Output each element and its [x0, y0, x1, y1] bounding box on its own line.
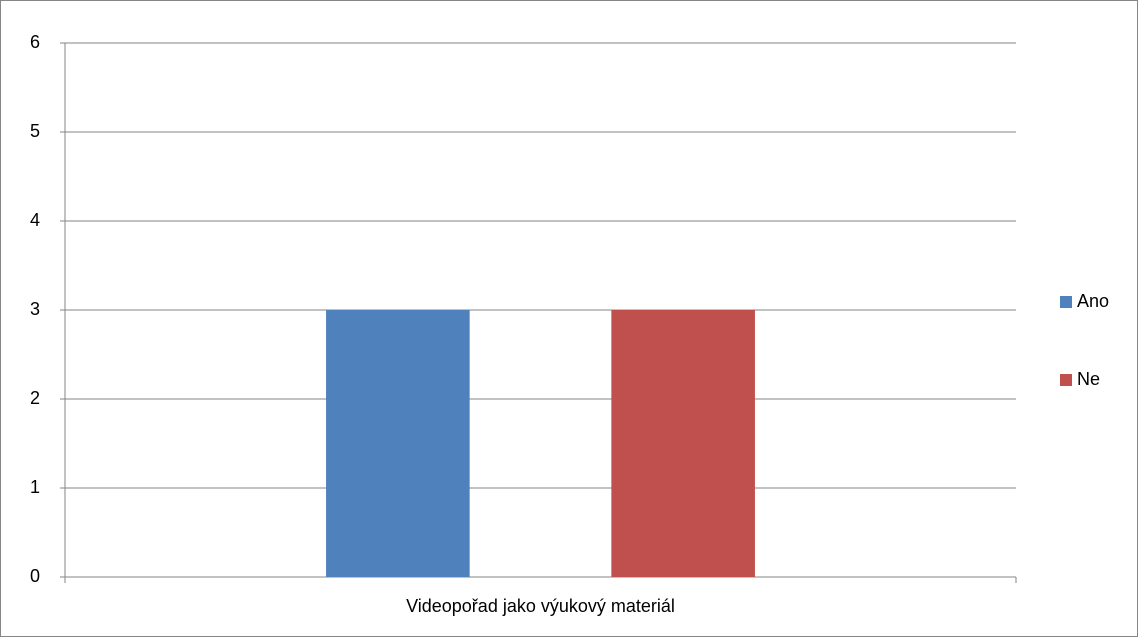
y-tick-label: 1 — [30, 477, 40, 497]
y-tick-label: 6 — [30, 32, 40, 52]
bar — [326, 310, 470, 577]
bar — [611, 310, 755, 577]
legend-swatch — [1060, 374, 1072, 386]
y-tick-label: 3 — [30, 299, 40, 319]
legend-swatch — [1060, 296, 1072, 308]
x-tick-label: Videopořad jako výukový materiál — [406, 596, 675, 616]
y-tick-label: 2 — [30, 388, 40, 408]
y-tick-label: 0 — [30, 566, 40, 586]
legend-label: Ne — [1077, 369, 1100, 389]
y-tick-label: 5 — [30, 121, 40, 141]
y-tick-label: 4 — [30, 210, 40, 230]
legend-label: Ano — [1077, 291, 1109, 311]
